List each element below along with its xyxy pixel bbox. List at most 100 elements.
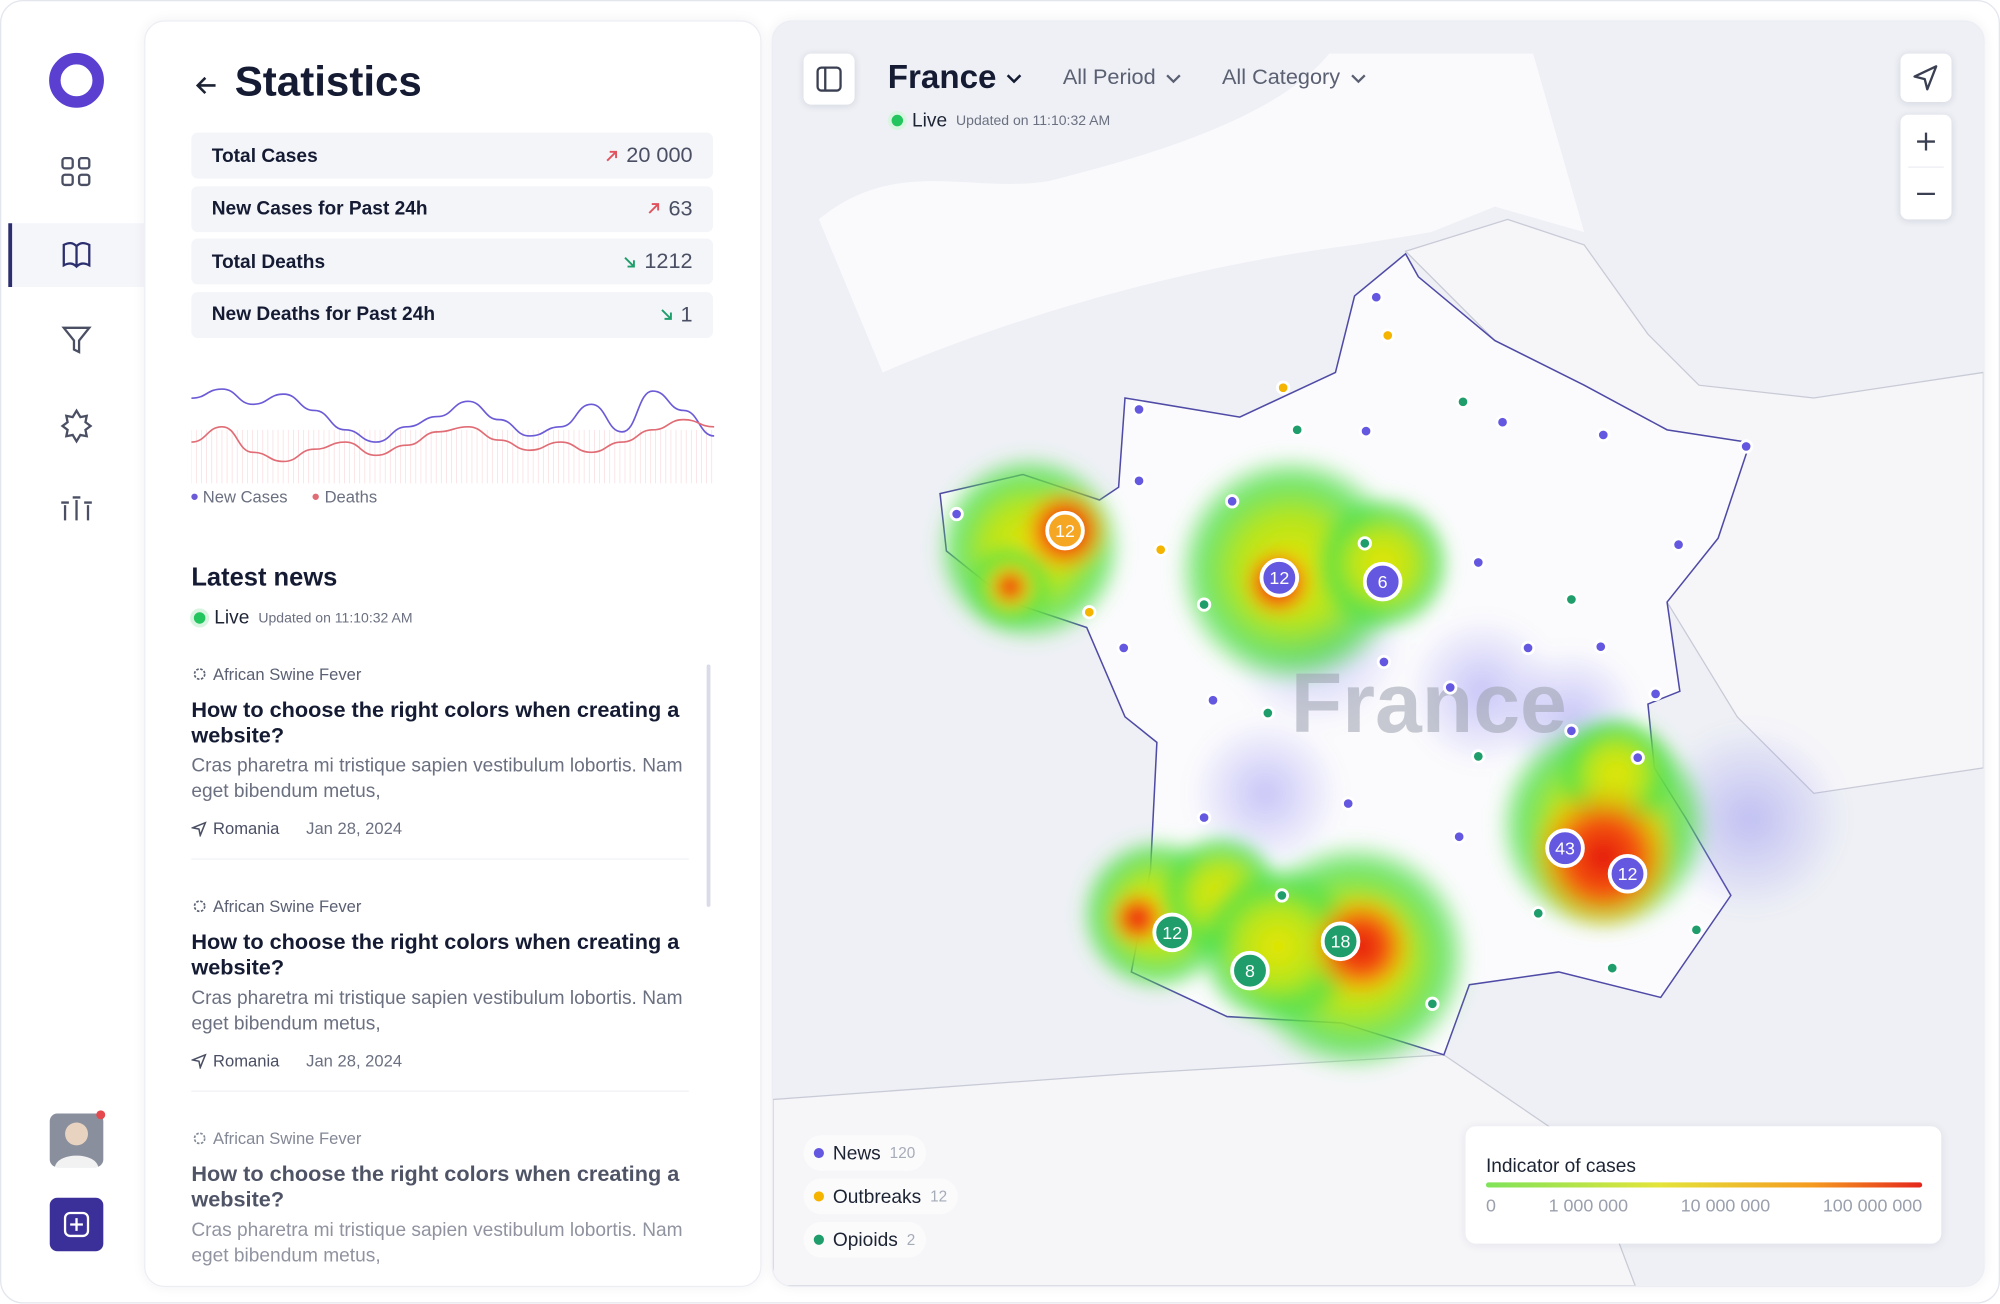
indicator-bar [1485, 1182, 1923, 1188]
stat-row: New Deaths for Past 24h 1 [191, 291, 714, 338]
cluster[interactable]: 8 [1230, 950, 1270, 991]
zoom-in[interactable] [1917, 132, 1935, 151]
filter-icon[interactable] [61, 326, 92, 354]
news-item[interactable]: African Swine Fever How to choose the rig… [191, 897, 695, 1092]
map-point [1358, 423, 1374, 439]
legend-item[interactable]: Opioids 2 [803, 1221, 926, 1258]
cluster[interactable]: 12 [1607, 853, 1648, 894]
heat-blob [1307, 892, 1415, 1000]
fade [145, 1209, 761, 1286]
map-point [1131, 473, 1147, 489]
legend-count: 120 [889, 1144, 916, 1162]
cluster[interactable]: 12 [1152, 912, 1192, 953]
map-point [1276, 380, 1291, 395]
stat-value: 20 000 [626, 142, 693, 168]
map-point [1564, 723, 1579, 739]
cluster[interactable]: 12 [1045, 510, 1085, 551]
points [949, 290, 1754, 1011]
map-point [1425, 996, 1440, 1011]
news-location: Romania [213, 1283, 279, 1286]
scrollbar[interactable] [706, 664, 711, 907]
add-icon [63, 1211, 90, 1238]
news-meta: Romania Jan 28, 2024 [191, 1283, 695, 1286]
map-point [1260, 705, 1275, 721]
stat-value: 1 [680, 301, 693, 326]
news-item[interactable]: African Swine Fever How to choose the rig… [191, 665, 695, 860]
cluster-marker [1259, 558, 1300, 598]
map-point [1689, 922, 1704, 937]
map-point [1671, 537, 1686, 552]
period-select[interactable]: All Period [1063, 64, 1184, 90]
country-select[interactable]: France [888, 57, 1025, 97]
category-select[interactable]: All Category [1222, 64, 1368, 90]
cluster[interactable]: 12 [1259, 558, 1300, 598]
live-label: Live [214, 607, 250, 629]
icon-ring [193, 1132, 206, 1145]
trend-icon [606, 150, 618, 161]
legend-item[interactable]: News 120 [803, 1135, 926, 1171]
locate-button[interactable] [1900, 53, 1952, 103]
legend-dot [313, 493, 320, 500]
map-point [1471, 749, 1486, 764]
stat-label: Total Deaths [211, 250, 326, 273]
news-meta: Romania Jan 28, 2024 [191, 1051, 695, 1070]
map[interactable]: France 12 12 6 43 12 12 8 18 [772, 22, 1984, 1286]
virus-icon[interactable] [60, 408, 93, 444]
category-icon [193, 668, 206, 681]
country: France [887, 57, 997, 96]
map-point [1290, 422, 1305, 437]
cluster-count: 12 [1618, 864, 1638, 884]
legend-count: 2 [906, 1230, 916, 1249]
map-point [1196, 810, 1212, 825]
map-point [1455, 394, 1471, 409]
news-body: Cras pharetra mi tristique sapien vestib… [191, 755, 683, 803]
settings-icon[interactable] [61, 496, 92, 521]
back-button[interactable] [191, 70, 222, 101]
map-point [1341, 796, 1356, 811]
legend-dot [191, 493, 198, 500]
news-location: Romania [213, 818, 280, 839]
cluster-count: 6 [1378, 572, 1388, 592]
legend-item[interactable]: Outbreaks 12 [803, 1178, 958, 1215]
trend-arrow [624, 256, 636, 267]
sidebar-toggle[interactable] [803, 53, 855, 105]
map-point [949, 506, 964, 522]
stat-value: 63 [668, 195, 693, 221]
cluster[interactable]: 6 [1362, 561, 1403, 602]
stat-value-wrap: 1 [659, 302, 693, 328]
cluster[interactable]: 43 [1545, 828, 1585, 868]
indicator-box: Indicator of cases 0 1 000 000 10 000 000 1… [1465, 1126, 1942, 1244]
news-item[interactable]: African Swine Fever How to choose the rig… [191, 1129, 695, 1286]
trend-icon [648, 203, 660, 214]
stat-label: New Cases for Past 24h [211, 197, 428, 220]
news-location: Romania [213, 1051, 280, 1071]
trend-arrow [660, 309, 672, 320]
map-point [1205, 693, 1221, 708]
legend-item: New Cases [191, 487, 288, 506]
trend-arrow [606, 150, 618, 161]
map-point [1471, 555, 1486, 570]
legend-dot [813, 1147, 824, 1159]
cluster[interactable]: 18 [1320, 921, 1361, 962]
stats-panel: Statistics Latest news Live Updated on 1… [144, 20, 762, 1287]
sparkline [191, 388, 715, 484]
location-arrow [191, 1052, 207, 1069]
indicator-label: 100 000 000 [1822, 1195, 1923, 1216]
cluster-marker [1607, 853, 1648, 894]
indicator-label: 0 [1485, 1195, 1496, 1216]
map-panel: France 12 12 6 43 12 12 8 18 France All Period … [771, 20, 1985, 1287]
updated-label: Updated on 11:10:32 AM [956, 112, 1111, 129]
stats-title: Statistics [234, 57, 422, 105]
news-date: Jan 28, 2024 [306, 818, 403, 839]
cluster-marker [1152, 912, 1192, 953]
cluster-marker [1320, 921, 1361, 962]
cluster-count: 12 [1269, 568, 1289, 588]
dashboard-icon[interactable] [61, 157, 91, 187]
map-point [1596, 427, 1611, 443]
cluster-count: 43 [1555, 839, 1575, 859]
heat-blob [989, 566, 1031, 608]
book-icon[interactable] [62, 241, 91, 269]
legend-dot [813, 1191, 824, 1202]
avatar-body [54, 1155, 99, 1168]
legend-label: Deaths [324, 487, 378, 507]
